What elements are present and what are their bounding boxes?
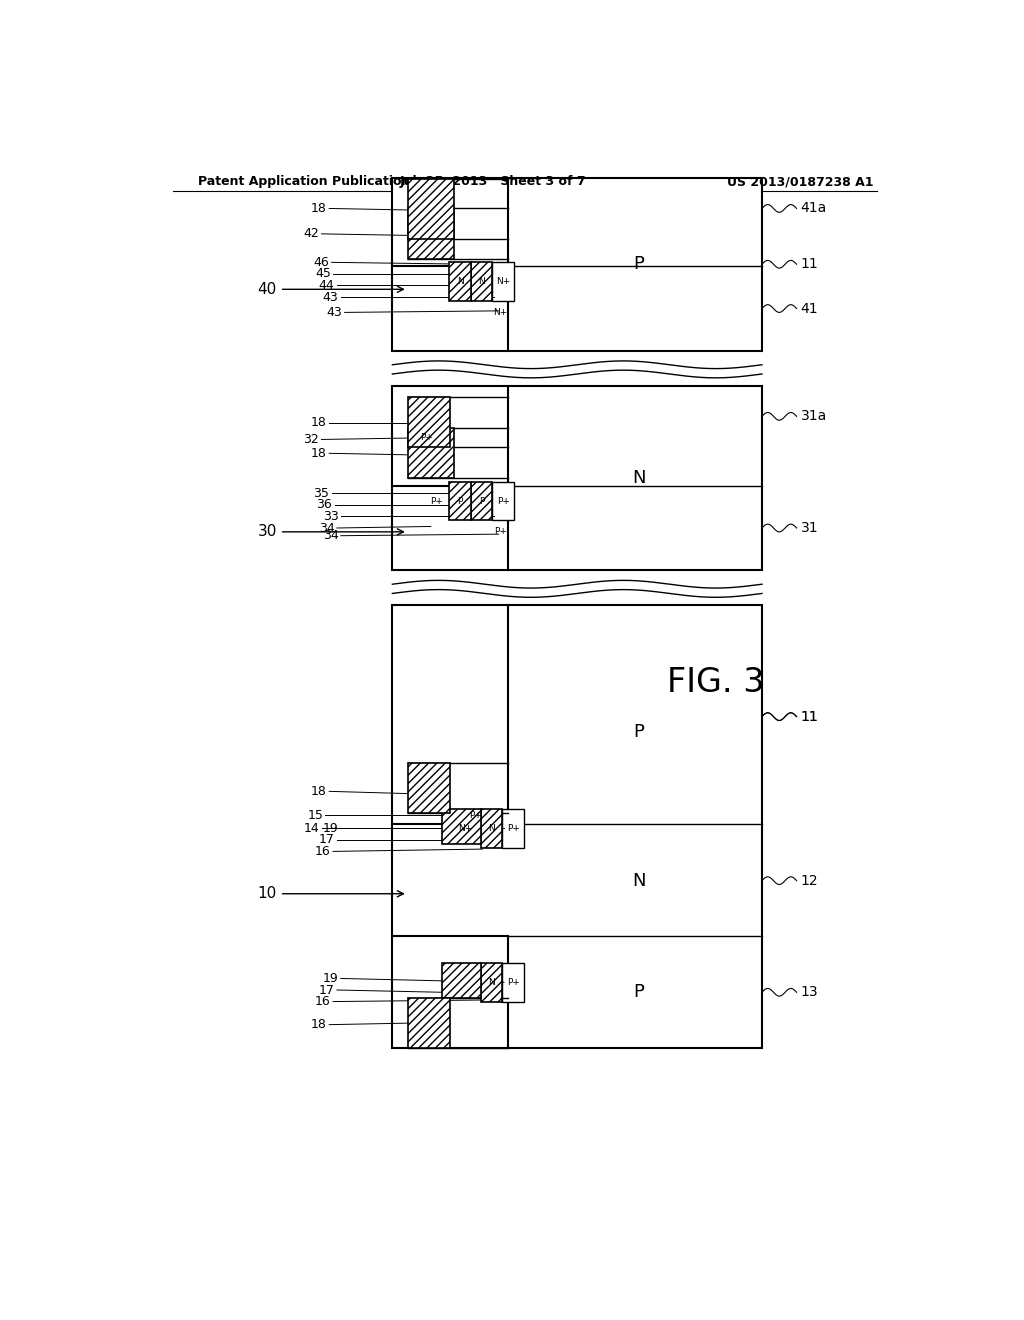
- Text: 31: 31: [801, 521, 818, 535]
- Text: 35: 35: [313, 487, 330, 500]
- Text: N: N: [488, 978, 495, 987]
- Text: FIG. 3: FIG. 3: [667, 665, 765, 698]
- Text: P+: P+: [494, 528, 507, 536]
- Text: P+: P+: [507, 978, 520, 987]
- Bar: [408, 998, 451, 1048]
- Text: 14: 14: [303, 822, 319, 834]
- Bar: [481, 964, 503, 1002]
- Text: 18: 18: [311, 202, 327, 215]
- Text: 10: 10: [258, 886, 403, 902]
- Text: 17: 17: [318, 983, 335, 997]
- Bar: [471, 482, 493, 520]
- Text: P+: P+: [430, 496, 443, 506]
- Text: 19: 19: [323, 972, 339, 985]
- Bar: [408, 180, 454, 239]
- Text: 46: 46: [313, 256, 330, 269]
- Text: N+: N+: [493, 308, 507, 317]
- Text: 45: 45: [315, 268, 331, 280]
- Text: 18: 18: [311, 446, 327, 459]
- Text: P: P: [633, 723, 644, 741]
- Bar: [503, 809, 524, 847]
- Bar: [442, 809, 481, 843]
- Text: N+: N+: [459, 824, 473, 833]
- Text: 11: 11: [801, 257, 818, 272]
- Text: Patent Application Publication: Patent Application Publication: [198, 176, 410, 187]
- Bar: [392, 605, 762, 1048]
- Text: P: P: [633, 255, 644, 273]
- Text: 43: 43: [323, 290, 339, 304]
- Bar: [408, 397, 451, 447]
- Text: Jul. 25, 2013   Sheet 3 of 7: Jul. 25, 2013 Sheet 3 of 7: [399, 176, 586, 187]
- Text: 34: 34: [323, 529, 339, 543]
- Text: P+: P+: [469, 810, 482, 820]
- Text: 11: 11: [801, 710, 818, 723]
- Bar: [450, 482, 471, 520]
- Bar: [493, 263, 514, 301]
- Bar: [471, 263, 493, 301]
- Text: P+: P+: [497, 496, 510, 506]
- Text: 31a: 31a: [801, 409, 826, 424]
- Text: 13: 13: [801, 985, 818, 999]
- Text: P+: P+: [420, 433, 433, 442]
- Text: N: N: [457, 277, 464, 286]
- Bar: [503, 964, 524, 1002]
- Bar: [408, 763, 451, 813]
- Text: 17: 17: [318, 833, 335, 846]
- Text: 34: 34: [318, 521, 335, 535]
- Text: 43: 43: [327, 306, 342, 319]
- Text: N: N: [632, 469, 645, 487]
- Text: 18: 18: [311, 1018, 327, 1031]
- Bar: [408, 209, 454, 259]
- Text: P: P: [479, 496, 484, 506]
- Bar: [416, 420, 437, 455]
- Text: 41a: 41a: [801, 202, 826, 215]
- Text: 30: 30: [257, 524, 403, 540]
- Text: 42: 42: [303, 227, 319, 240]
- Bar: [392, 178, 762, 351]
- Text: 19: 19: [323, 822, 339, 834]
- Text: 33: 33: [323, 510, 339, 523]
- Text: 41: 41: [801, 301, 818, 315]
- Text: N+: N+: [496, 277, 510, 286]
- Text: 18: 18: [311, 416, 327, 429]
- Text: N: N: [478, 277, 485, 286]
- Text: 18: 18: [311, 785, 327, 797]
- Text: P: P: [633, 983, 644, 1002]
- Bar: [408, 428, 454, 478]
- Text: P: P: [458, 496, 463, 506]
- Text: 12: 12: [801, 874, 818, 887]
- Text: P+: P+: [507, 824, 520, 833]
- Text: 40: 40: [258, 281, 403, 297]
- Text: 16: 16: [315, 995, 331, 1008]
- Text: US 2013/0187238 A1: US 2013/0187238 A1: [727, 176, 873, 187]
- Text: 15: 15: [307, 809, 323, 822]
- Text: 36: 36: [316, 499, 333, 511]
- Bar: [493, 482, 514, 520]
- Text: 44: 44: [318, 279, 335, 292]
- Bar: [450, 263, 471, 301]
- Text: N: N: [632, 871, 645, 890]
- Bar: [481, 809, 503, 847]
- Text: 11: 11: [801, 710, 818, 723]
- Bar: [442, 964, 481, 998]
- Text: 32: 32: [303, 433, 319, 446]
- Text: N: N: [488, 824, 495, 833]
- Text: 16: 16: [315, 845, 331, 858]
- Bar: [392, 385, 762, 570]
